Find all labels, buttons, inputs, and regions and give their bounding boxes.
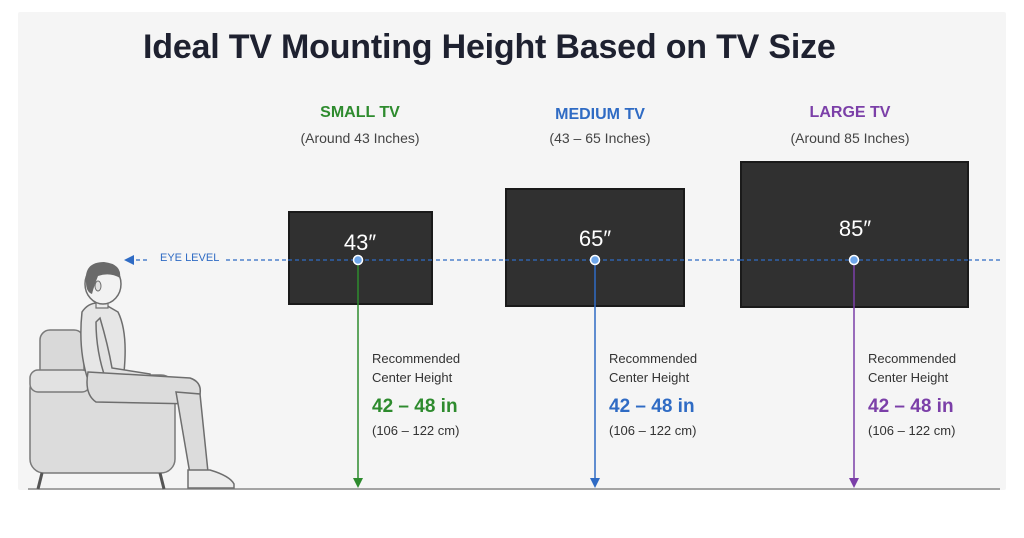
small-tv-subtitle: (Around 43 Inches) — [300, 130, 420, 146]
small-tv-size-label: 43″ — [343, 230, 377, 255]
medium-tv-rec-line2: Center Height — [609, 370, 690, 385]
page-title: Ideal TV Mounting Height Based on TV Siz… — [143, 28, 836, 66]
medium-tv-subtitle: (43 – 65 Inches) — [549, 130, 651, 146]
eye-level-label: EYE LEVEL — [160, 252, 220, 264]
small-tv-rec-line1: Recommended — [372, 351, 461, 366]
large-tv-subtitle: (Around 85 Inches) — [790, 130, 910, 146]
medium-tv-recommendation: Recommended Center Height 42 – 48 in (10… — [609, 349, 697, 440]
large-tv-center-dot — [848, 254, 860, 266]
large-tv-recommendation: Recommended Center Height 42 – 48 in (10… — [868, 349, 956, 440]
medium-tv-title: MEDIUM TV — [555, 106, 645, 123]
large-tv-rec-line2: Center Height — [868, 370, 949, 385]
large-tv-height-metric: (106 – 122 cm) — [868, 423, 956, 438]
large-tv-rec-line1: Recommended — [868, 351, 957, 366]
small-tv-height-value: 42 – 48 in — [372, 396, 458, 417]
small-tv-center-dot — [352, 254, 364, 266]
medium-tv-rec-line1: Recommended — [609, 351, 698, 366]
medium-tv-center-dot — [589, 254, 601, 266]
medium-tv-height-metric: (106 – 122 cm) — [609, 423, 697, 438]
small-tv-rec-line2: Center Height — [372, 370, 453, 385]
medium-tv-height-value: 42 – 48 in — [609, 396, 695, 417]
large-tv-height-value: 42 – 48 in — [868, 396, 954, 417]
large-tv-title: LARGE TV — [809, 104, 891, 121]
seated-person-icon — [80, 262, 235, 489]
medium-tv-size-label: 65″ — [578, 226, 612, 251]
large-tv-size-label: 85″ — [838, 216, 872, 241]
small-tv-height-metric: (106 – 122 cm) — [372, 423, 460, 438]
small-tv-recommendation: Recommended Center Height 42 – 48 in (10… — [372, 349, 460, 440]
small-tv-title: SMALL TV — [320, 104, 400, 121]
